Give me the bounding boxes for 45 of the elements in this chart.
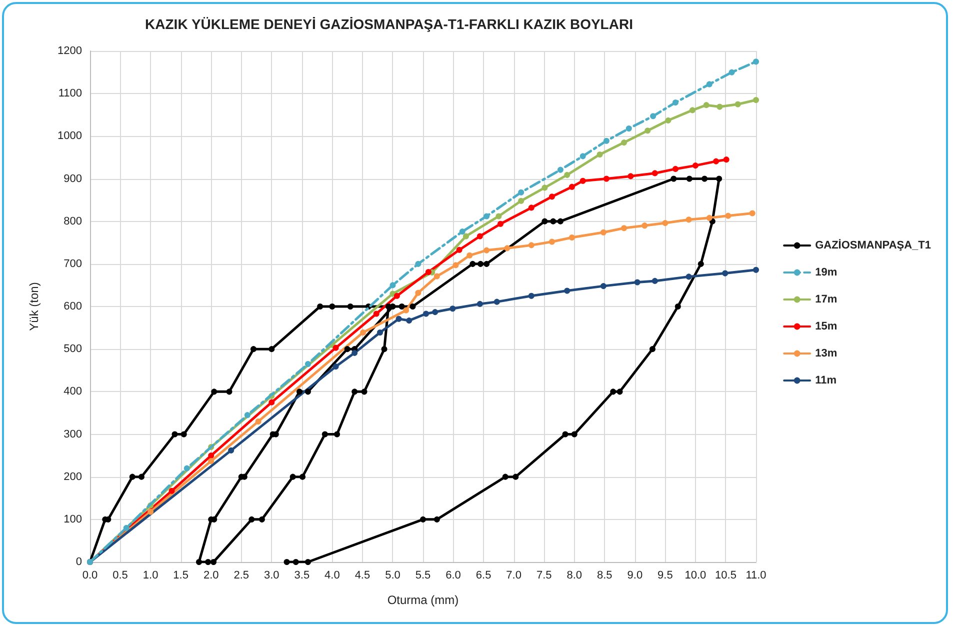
- y-tick-label: 1000: [58, 130, 82, 142]
- y-tick-label: 0: [76, 556, 82, 568]
- y-tick-label: 400: [64, 386, 82, 398]
- x-tick-label: 9.5: [658, 570, 673, 582]
- y-axis-title: Yük (ton): [27, 282, 41, 331]
- y-tick-label: 500: [64, 343, 82, 356]
- legend-label: 17m: [815, 294, 838, 306]
- chart-title: KAZIK YÜKLEME DENEYİ GAZİOSMANPAŞA-T1-FARKLI KAZIK BOYLARI: [145, 16, 633, 32]
- x-axis-title: Oturma (mm): [387, 593, 459, 607]
- x-tick-label: 10.0: [684, 570, 706, 582]
- x-tick-label: 7.0: [506, 570, 522, 582]
- x-tick-label: 0.5: [112, 570, 128, 582]
- legend-label: 15m: [815, 320, 838, 332]
- y-tick-label: 200: [64, 470, 82, 483]
- legend-label: 13m: [815, 348, 838, 360]
- x-tick-label: 4.5: [354, 570, 370, 582]
- x-tick-label: 3.0: [264, 570, 280, 582]
- x-tick-label: 8.0: [566, 570, 582, 582]
- y-tick-label: 600: [64, 300, 82, 312]
- x-tick-label: 0.0: [82, 570, 98, 582]
- y-tick-label: 900: [64, 172, 82, 185]
- x-tick-label: 4.0: [324, 570, 340, 582]
- legend-label: 11m: [815, 374, 837, 386]
- y-tick-label: 800: [64, 215, 82, 228]
- x-tick-label: 11.0: [746, 570, 766, 582]
- y-tick-label: 700: [64, 258, 82, 270]
- x-tick-label: 7.5: [536, 570, 552, 582]
- legend-label: GAZİOSMANPAŞA_T1: [815, 238, 932, 252]
- x-tick-label: 8.5: [596, 570, 612, 582]
- legend-label: 19m: [815, 266, 838, 278]
- x-tick-label: 6.5: [476, 570, 492, 582]
- x-tick-label: 2.0: [203, 570, 219, 582]
- y-tick-label: 1200: [58, 45, 82, 57]
- x-tick-label: 1.0: [142, 570, 158, 582]
- x-tick-label: 10.5: [715, 570, 736, 582]
- x-tick-label: 3.5: [294, 570, 310, 582]
- x-tick-label: 5.0: [385, 570, 400, 582]
- x-tick-label: 5.5: [415, 570, 431, 582]
- x-tick-label: 1.5: [173, 570, 188, 582]
- y-tick-label: 300: [64, 428, 82, 440]
- y-tick-label: 100: [64, 513, 82, 526]
- x-tick-label: 6.0: [446, 570, 461, 582]
- y-tick-label: 1100: [58, 88, 82, 100]
- x-tick-label: 2.5: [234, 570, 250, 582]
- x-tick-label: 9.0: [627, 570, 643, 582]
